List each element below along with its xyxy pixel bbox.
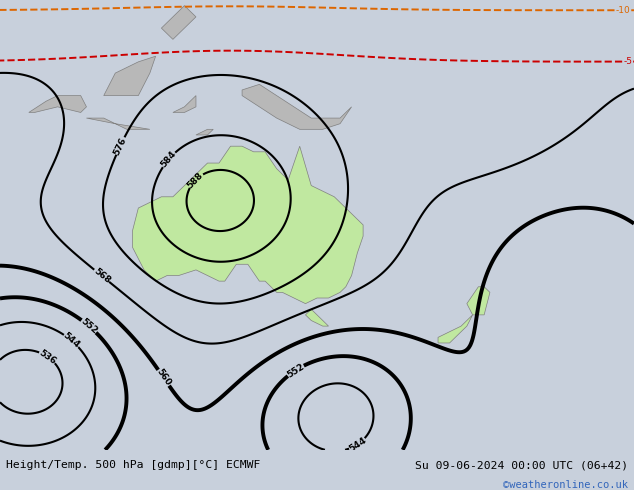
Text: 560: 560: [155, 368, 172, 388]
Polygon shape: [467, 287, 490, 315]
Text: Height/Temp. 500 hPa [gdmp][°C] ECMWF: Height/Temp. 500 hPa [gdmp][°C] ECMWF: [6, 460, 261, 470]
Polygon shape: [29, 96, 86, 112]
Text: ©weatheronline.co.uk: ©weatheronline.co.uk: [503, 480, 628, 490]
Text: 584: 584: [159, 149, 178, 170]
Polygon shape: [104, 56, 155, 96]
Polygon shape: [196, 129, 213, 135]
Text: 568: 568: [91, 267, 112, 285]
Polygon shape: [86, 118, 150, 129]
Text: 544: 544: [61, 331, 82, 350]
Text: 588: 588: [186, 171, 205, 190]
Text: -10: -10: [616, 6, 630, 15]
Text: 552: 552: [79, 317, 99, 336]
Text: 544: 544: [347, 435, 368, 453]
Polygon shape: [438, 315, 472, 343]
Text: 552: 552: [285, 362, 306, 379]
Polygon shape: [173, 96, 196, 112]
Text: 576: 576: [112, 135, 129, 156]
Polygon shape: [242, 84, 352, 129]
Text: -5: -5: [623, 57, 632, 66]
Polygon shape: [162, 5, 196, 39]
Text: 536: 536: [37, 348, 58, 366]
Text: Su 09-06-2024 00:00 UTC (06+42): Su 09-06-2024 00:00 UTC (06+42): [415, 460, 628, 470]
Polygon shape: [306, 309, 328, 326]
Polygon shape: [133, 146, 363, 304]
